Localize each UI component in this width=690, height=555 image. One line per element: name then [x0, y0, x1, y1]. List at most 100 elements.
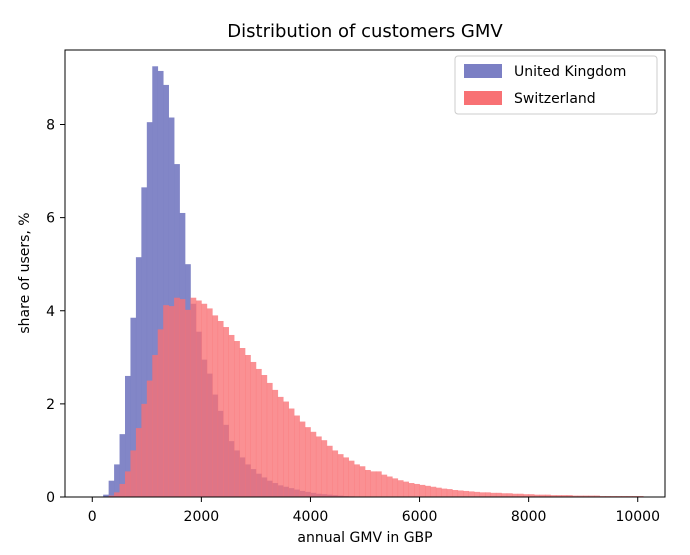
bar-switzerland [577, 495, 584, 497]
bar-switzerland [255, 368, 262, 497]
bar-switzerland [277, 396, 284, 497]
x-tick-label: 4000 [293, 509, 329, 525]
bar-switzerland [474, 491, 480, 497]
bar-switzerland [272, 389, 279, 497]
bar-switzerland [583, 495, 589, 497]
bar-switzerland [397, 480, 404, 497]
bar-switzerland [566, 495, 573, 497]
series-switzerland [108, 297, 644, 497]
bar-united-kingdom [135, 257, 142, 497]
legend-label-switzerland: Switzerland [514, 91, 596, 107]
bar-switzerland [135, 428, 142, 497]
legend: United Kingdom Switzerland [454, 55, 658, 115]
bar-switzerland [168, 306, 175, 497]
bar-switzerland [266, 382, 273, 497]
bar-switzerland [179, 299, 186, 497]
x-axis: 0 2000 4000 6000 8000 10000 [88, 497, 660, 525]
bar-united-kingdom [119, 434, 126, 497]
bar-switzerland [343, 457, 349, 497]
bar-switzerland [468, 491, 475, 497]
y-tick-label: 4 [46, 304, 55, 320]
bar-switzerland [348, 460, 355, 497]
bar-united-kingdom [103, 494, 109, 497]
y-axis-label: share of users, % [17, 212, 33, 333]
bar-switzerland [408, 483, 415, 497]
y-axis: 0 2 4 6 8 [46, 118, 65, 506]
bar-switzerland [174, 297, 180, 497]
bar-switzerland [141, 403, 148, 497]
legend-swatch-switzerland [464, 91, 502, 105]
bar-switzerland [359, 466, 366, 497]
bar-switzerland [506, 493, 513, 497]
bar-switzerland [555, 495, 562, 497]
bar-switzerland [501, 493, 508, 497]
bar-switzerland [119, 483, 126, 497]
series-layer [103, 66, 644, 497]
bar-united-kingdom [163, 84, 169, 497]
bar-united-kingdom [146, 122, 153, 497]
bar-switzerland [528, 494, 535, 497]
bar-switzerland [261, 375, 268, 497]
bar-switzerland [375, 471, 382, 497]
bar-switzerland [206, 308, 213, 497]
bar-switzerland [321, 440, 328, 497]
bar-switzerland [245, 354, 251, 497]
x-tick-label: 10000 [615, 509, 660, 525]
bar-switzerland [435, 487, 442, 497]
bar-switzerland [283, 401, 289, 497]
bar-united-kingdom [141, 187, 148, 497]
bar-switzerland [310, 431, 317, 497]
bar-switzerland [157, 329, 164, 497]
legend-frame [454, 55, 658, 115]
bar-switzerland [495, 492, 502, 497]
bar-switzerland [414, 483, 420, 497]
bar-switzerland [130, 450, 137, 497]
bar-switzerland [294, 415, 300, 497]
bar-switzerland [250, 361, 257, 497]
bar-united-kingdom [130, 317, 137, 497]
bar-switzerland [212, 315, 219, 497]
y-tick-label: 6 [46, 211, 55, 227]
legend-label-united-kingdom: United Kingdom [514, 64, 626, 80]
bar-switzerland [386, 476, 393, 497]
bar-switzerland [457, 490, 464, 497]
chart-title: Distribution of customers GMV [227, 21, 503, 42]
bar-switzerland [234, 341, 240, 497]
x-tick-label: 6000 [402, 509, 438, 525]
bar-switzerland [223, 327, 229, 497]
bar-united-kingdom [108, 480, 115, 497]
bar-switzerland [485, 492, 491, 497]
bar-switzerland [441, 488, 448, 497]
bar-switzerland [594, 495, 600, 497]
bar-switzerland [228, 334, 235, 497]
bar-switzerland [419, 484, 426, 497]
bar-switzerland [550, 495, 557, 497]
bar-switzerland [190, 297, 197, 497]
bar-switzerland [217, 320, 224, 497]
plot-area [64, 49, 666, 498]
bar-switzerland [523, 494, 529, 497]
x-tick-label: 8000 [511, 509, 547, 525]
bar-switzerland [479, 492, 486, 497]
y-tick-label: 0 [46, 490, 55, 506]
x-tick-label: 2000 [184, 509, 220, 525]
bar-switzerland [545, 494, 551, 497]
bar-switzerland [534, 494, 540, 497]
bar-switzerland [326, 445, 333, 497]
bar-switzerland [365, 469, 371, 497]
bar-switzerland [430, 486, 437, 497]
bar-united-kingdom [157, 70, 164, 497]
bar-switzerland [201, 303, 208, 497]
bar-switzerland [288, 408, 295, 497]
bar-switzerland [392, 478, 399, 497]
plot-frame [64, 49, 666, 498]
bar-switzerland [114, 492, 120, 497]
bar-switzerland [425, 485, 431, 497]
bar-switzerland [490, 492, 497, 497]
legend-swatch-united-kingdom [464, 64, 502, 78]
bar-switzerland [381, 474, 388, 497]
bar-switzerland [185, 309, 191, 497]
y-tick-label: 2 [46, 397, 55, 413]
x-tick-label: 0 [88, 509, 97, 525]
bar-united-kingdom [125, 375, 131, 497]
